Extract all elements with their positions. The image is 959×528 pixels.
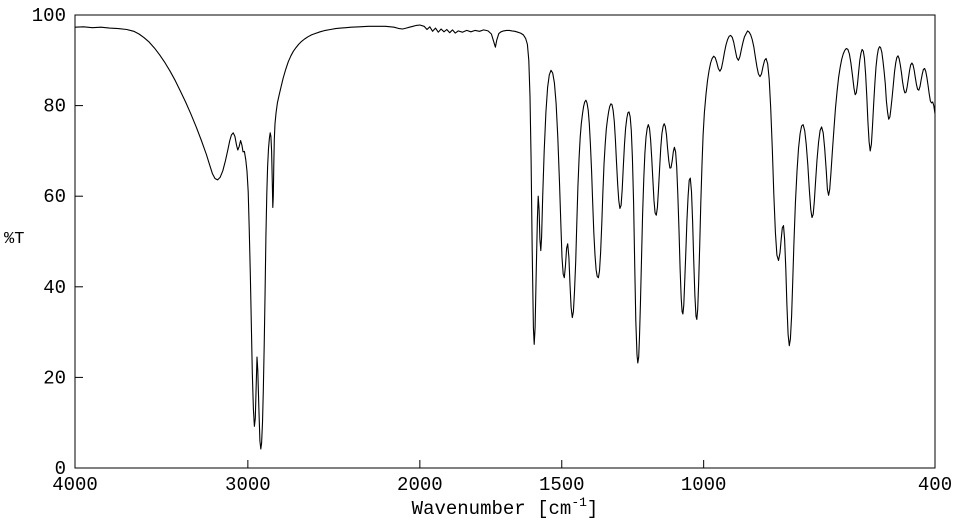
y-tick-label: 0: [55, 458, 66, 480]
plot-frame: [74, 14, 936, 469]
y-tick-label: 60: [43, 186, 66, 208]
x-tick-label: 4000: [52, 474, 98, 496]
x-tick-label: 1000: [681, 474, 727, 496]
y-tick-label: 20: [43, 367, 66, 389]
x-tick-label: 2000: [397, 474, 443, 496]
x-tick-label: 1500: [539, 474, 585, 496]
x-axis-label: Wavenumber [cm-1]: [412, 495, 599, 520]
y-axis-label: %T: [4, 230, 24, 249]
y-tick-label: 40: [43, 277, 66, 299]
x-tick-label: 3000: [225, 474, 271, 496]
x-axis-label-closing-bracket: ]: [587, 498, 598, 520]
x-tick-label: 400: [918, 474, 952, 496]
spectrum-line: [74, 24, 936, 450]
x-axis-label-superscript: -1: [571, 495, 587, 510]
x-axis-label-text: Wavenumber [cm: [412, 498, 572, 520]
y-tick-label: 100: [32, 5, 66, 27]
y-tick-label: 80: [43, 96, 66, 118]
